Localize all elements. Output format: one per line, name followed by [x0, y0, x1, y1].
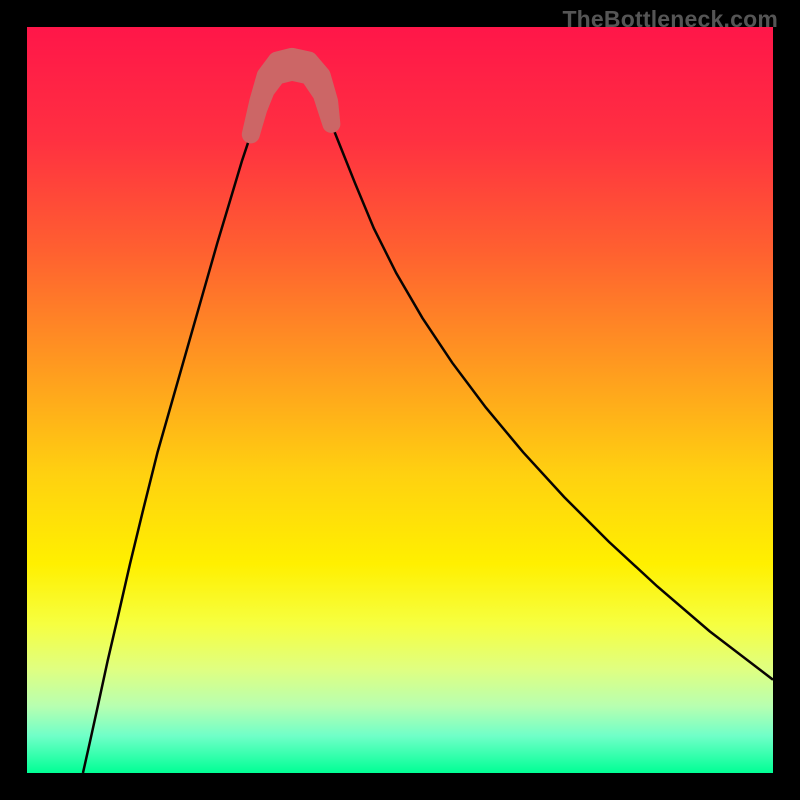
curve-right-segment: [331, 124, 773, 680]
optimum-left-dot: [243, 126, 259, 142]
chart-frame: TheBottleneck.com: [0, 0, 800, 800]
bottleneck-curve: [27, 27, 773, 773]
optimum-valley-marker: [251, 57, 332, 135]
plot-area: [27, 27, 773, 773]
curve-left-segment: [83, 134, 251, 773]
